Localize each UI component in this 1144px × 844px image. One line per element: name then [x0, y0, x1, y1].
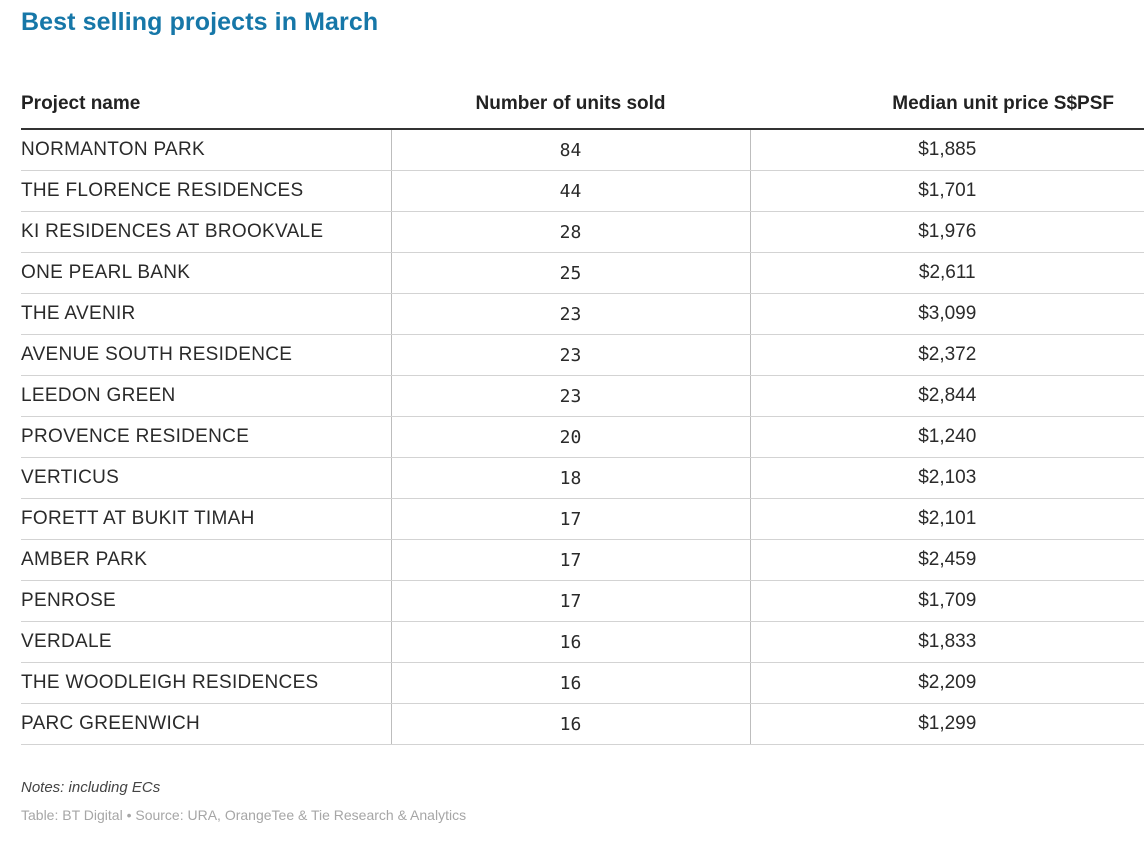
- median-price-cell: $1,299: [750, 703, 1144, 745]
- units-sold-cell: 28: [390, 211, 751, 253]
- table-row: PARC GREENWICH 16 $1,299: [21, 703, 1144, 745]
- units-sold-cell: 17: [390, 539, 751, 581]
- median-price-cell: $2,372: [750, 334, 1144, 376]
- median-price-cell: $2,209: [750, 662, 1144, 704]
- table-notes: Notes: including ECs: [21, 779, 161, 796]
- project-name-cell: PARC GREENWICH: [21, 703, 391, 745]
- units-sold-cell: 44: [390, 170, 751, 212]
- project-name-cell: THE WOODLEIGH RESIDENCES: [21, 662, 391, 704]
- table-row: ONE PEARL BANK 25 $2,611: [21, 252, 1144, 294]
- project-name-cell: THE AVENIR: [21, 293, 391, 335]
- median-price-cell: $1,885: [750, 129, 1144, 171]
- table-row: THE FLORENCE RESIDENCES 44 $1,701: [21, 170, 1144, 212]
- units-sold-cell: 18: [390, 457, 751, 499]
- median-price-cell: $2,459: [750, 539, 1144, 581]
- project-name-cell: AVENUE SOUTH RESIDENCE: [21, 334, 391, 376]
- units-sold-cell: 17: [390, 580, 751, 622]
- units-sold-cell: 16: [390, 662, 751, 704]
- project-name-cell: PENROSE: [21, 580, 391, 622]
- table-row: FORETT AT BUKIT TIMAH 17 $2,101: [21, 498, 1144, 540]
- projects-table: Project name Number of units sold Median…: [21, 80, 1144, 745]
- units-sold-cell: 84: [390, 129, 751, 171]
- table-row: PROVENCE RESIDENCE 20 $1,240: [21, 416, 1144, 458]
- project-name-cell: VERTICUS: [21, 457, 391, 499]
- table-row: AMBER PARK 17 $2,459: [21, 539, 1144, 581]
- median-price-cell: $1,709: [750, 580, 1144, 622]
- median-price-cell: $2,844: [750, 375, 1144, 417]
- project-name-cell: LEEDON GREEN: [21, 375, 391, 417]
- project-name-cell: ONE PEARL BANK: [21, 252, 391, 294]
- median-price-cell: $1,833: [750, 621, 1144, 663]
- project-name-cell: NORMANTON PARK: [21, 129, 391, 171]
- project-name-cell: AMBER PARK: [21, 539, 391, 581]
- median-price-cell: $3,099: [750, 293, 1144, 335]
- median-price-cell: $1,701: [750, 170, 1144, 212]
- table-header: Project name Number of units sold Median…: [21, 80, 1144, 130]
- median-price-cell: $2,103: [750, 457, 1144, 499]
- header-project-name: Project name: [21, 80, 391, 130]
- units-sold-cell: 16: [390, 703, 751, 745]
- table-row: LEEDON GREEN 23 $2,844: [21, 375, 1144, 417]
- table-row: NORMANTON PARK 84 $1,885: [21, 129, 1144, 171]
- units-sold-cell: 23: [390, 375, 751, 417]
- table-body: NORMANTON PARK 84 $1,885 THE FLORENCE RESID…: [21, 129, 1144, 745]
- project-name-cell: KI RESIDENCES AT BROOKVALE: [21, 211, 391, 253]
- project-name-cell: FORETT AT BUKIT TIMAH: [21, 498, 391, 540]
- project-name-cell: PROVENCE RESIDENCE: [21, 416, 391, 458]
- header-row: Project name Number of units sold Median…: [21, 80, 1144, 130]
- header-units-sold: Number of units sold: [391, 80, 750, 130]
- median-price-cell: $1,240: [750, 416, 1144, 458]
- table-row: AVENUE SOUTH RESIDENCE 23 $2,372: [21, 334, 1144, 376]
- table-row: VERTICUS 18 $2,103: [21, 457, 1144, 499]
- median-price-cell: $2,611: [750, 252, 1144, 294]
- header-median-price: Median unit price S$PSF: [750, 80, 1144, 130]
- units-sold-cell: 17: [390, 498, 751, 540]
- chart-title: Best selling projects in March: [21, 8, 379, 36]
- units-sold-cell: 23: [390, 334, 751, 376]
- table-row: THE AVENIR 23 $3,099: [21, 293, 1144, 335]
- table-row: PENROSE 17 $1,709: [21, 580, 1144, 622]
- table-row: KI RESIDENCES AT BROOKVALE 28 $1,976: [21, 211, 1144, 253]
- project-name-cell: THE FLORENCE RESIDENCES: [21, 170, 391, 212]
- table-row: VERDALE 16 $1,833: [21, 621, 1144, 663]
- project-name-cell: VERDALE: [21, 621, 391, 663]
- units-sold-cell: 16: [390, 621, 751, 663]
- table-row: THE WOODLEIGH RESIDENCES 16 $2,209: [21, 662, 1144, 704]
- median-price-cell: $2,101: [750, 498, 1144, 540]
- table-source: Table: BT Digital • Source: URA, OrangeT…: [21, 807, 467, 823]
- units-sold-cell: 23: [390, 293, 751, 335]
- units-sold-cell: 25: [390, 252, 751, 294]
- units-sold-cell: 20: [390, 416, 751, 458]
- median-price-cell: $1,976: [750, 211, 1144, 253]
